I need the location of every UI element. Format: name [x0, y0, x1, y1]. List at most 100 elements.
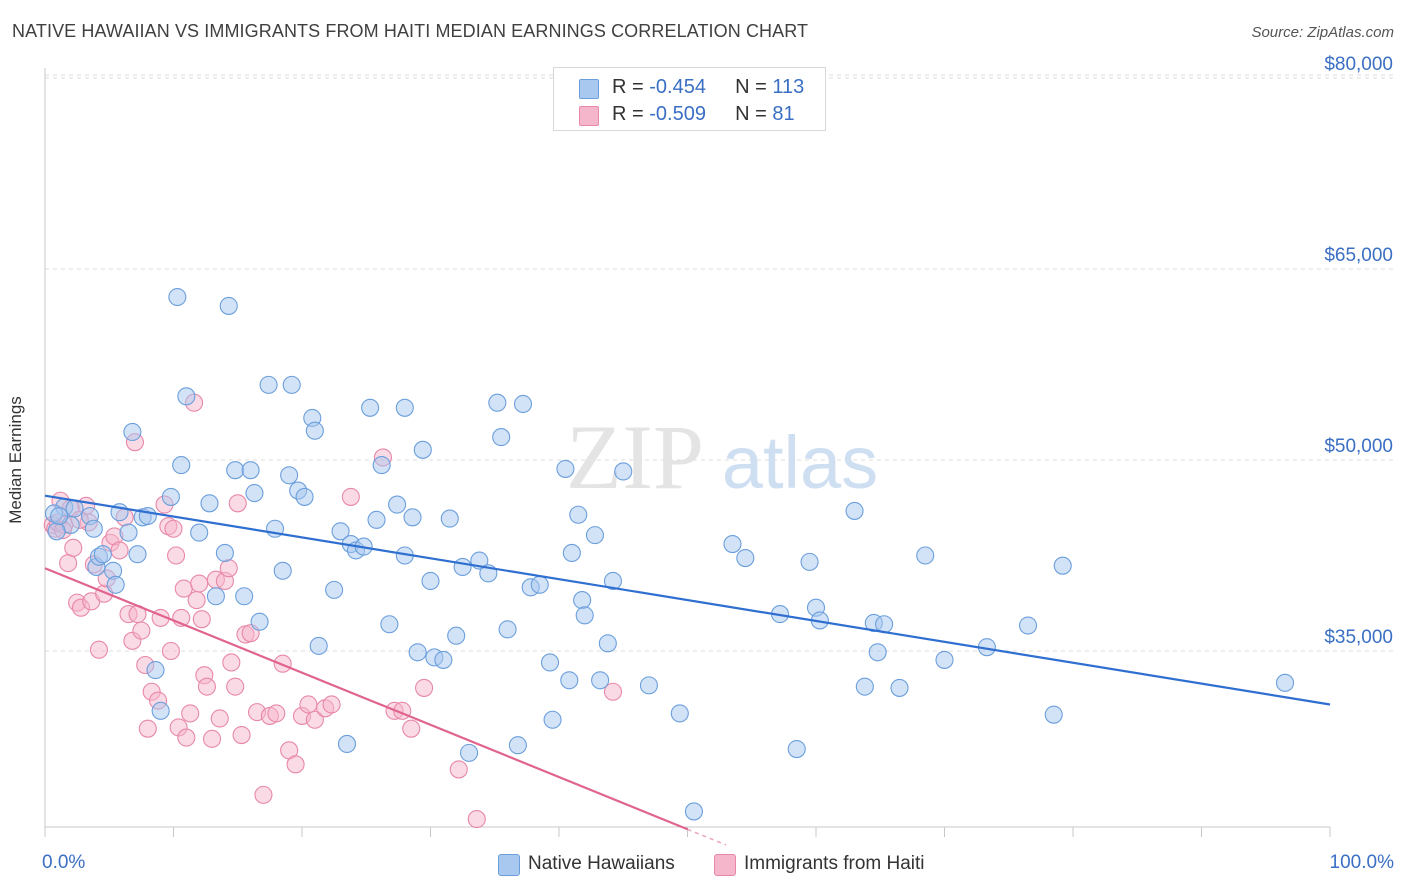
trend-line-haiti	[44, 567, 688, 831]
point-native-hawaiian	[172, 456, 191, 475]
point-native-hawaiian	[800, 552, 819, 571]
point-native-hawaiian	[1018, 616, 1038, 635]
point-native-hawaiian	[235, 587, 254, 606]
point-native-hawaiian	[591, 671, 610, 690]
legend-swatch-blue	[579, 79, 599, 99]
point-native-hawaiian	[250, 612, 269, 631]
point-native-hawaiian	[787, 739, 806, 759]
point-haiti	[228, 494, 247, 513]
gridlines	[45, 74, 1395, 652]
point-native-hawaiian	[259, 375, 278, 394]
point-haiti	[305, 710, 324, 729]
point-native-hawaiian	[513, 394, 533, 414]
point-haiti	[177, 728, 196, 747]
point-native-hawaiian	[508, 736, 527, 755]
series-haiti-points	[43, 393, 623, 829]
point-native-hawaiian	[395, 398, 414, 417]
point-native-hawaiian	[367, 510, 386, 529]
point-native-hawaiian	[190, 523, 209, 542]
point-native-hawaiian	[331, 522, 350, 541]
point-native-hawaiian	[309, 636, 328, 655]
point-native-hawaiian	[447, 626, 466, 645]
point-native-hawaiian	[408, 643, 427, 662]
y-tick-labels: $35,000 $50,000 $65,000 $80,000	[1324, 54, 1393, 648]
point-native-hawaiian	[146, 661, 165, 680]
point-native-hawaiian	[241, 461, 260, 480]
trend-line-haiti-extension	[687, 828, 727, 846]
point-native-hawaiian	[845, 501, 864, 520]
legend-row-native-hawaiians: R = -0.454 N = 113	[554, 73, 825, 101]
point-native-hawaiian	[540, 653, 560, 672]
point-native-hawaiian	[200, 494, 219, 513]
point-native-hawaiian	[305, 421, 324, 440]
point-haiti	[164, 519, 183, 538]
point-haiti	[286, 755, 305, 774]
point-haiti	[161, 641, 180, 661]
point-haiti	[219, 559, 238, 578]
point-native-hawaiian	[434, 650, 453, 669]
point-haiti	[603, 682, 623, 701]
point-native-hawaiian	[670, 704, 689, 723]
point-haiti	[322, 695, 341, 714]
point-native-hawaiian	[226, 461, 245, 480]
point-native-hawaiian	[106, 575, 125, 594]
point-native-hawaiian	[421, 571, 440, 591]
point-native-hawaiian	[684, 802, 703, 821]
watermark-zip: ZIP	[566, 406, 704, 508]
point-native-hawaiian	[325, 580, 344, 599]
point-haiti	[187, 591, 206, 610]
point-native-hawaiian	[488, 393, 507, 412]
point-native-hawaiian	[569, 505, 588, 524]
legend-row-haiti: R = -0.509 N = 81	[554, 100, 825, 128]
point-native-hawaiian	[575, 606, 594, 625]
point-haiti	[59, 554, 78, 573]
legend-swatch-pink	[579, 106, 599, 126]
point-native-hawaiian	[639, 676, 659, 695]
y-tick-label: $50,000	[1324, 436, 1393, 457]
legend-n-label: N =	[735, 103, 773, 125]
y-tick-label: $80,000	[1324, 54, 1393, 75]
point-native-hawaiian	[177, 387, 196, 406]
point-native-hawaiian	[361, 398, 380, 417]
point-haiti	[341, 487, 360, 506]
y-tick-label: $35,000	[1324, 627, 1393, 648]
legend-r-value: -0.454	[649, 76, 706, 98]
point-haiti	[254, 785, 273, 804]
point-haiti	[197, 677, 216, 696]
point-native-hawaiian	[614, 462, 633, 481]
point-native-hawaiian	[723, 534, 742, 554]
series-native-hawaiian-points	[44, 287, 1295, 821]
point-native-hawaiian	[403, 508, 422, 527]
point-native-hawaiian	[598, 634, 617, 653]
point-native-hawaiian	[453, 557, 472, 577]
point-native-hawaiian	[273, 561, 292, 580]
point-native-hawaiian	[603, 571, 623, 591]
x-tick-label-max: 100.0%	[1329, 852, 1394, 873]
legend-label: Immigrants from Haiti	[744, 853, 925, 874]
point-native-hawaiian	[151, 701, 170, 720]
point-native-hawaiian	[50, 506, 69, 526]
point-native-hawaiian	[372, 456, 391, 475]
point-native-hawaiian	[585, 526, 605, 545]
x-tick-label-min: 0.0%	[42, 852, 86, 873]
point-native-hawaiian	[543, 710, 562, 729]
point-native-hawaiian	[280, 466, 299, 485]
point-native-hawaiian	[337, 734, 357, 754]
point-native-hawaiian	[388, 495, 407, 514]
legend-r-value: -0.509	[649, 103, 706, 125]
correlation-legend: R = -0.454 N = 113 R = -0.509 N = 81	[553, 67, 826, 131]
point-native-hawaiian	[855, 677, 874, 696]
point-native-hawaiian	[560, 671, 579, 690]
point-native-hawaiian	[295, 487, 314, 506]
point-native-hawaiian	[736, 548, 755, 568]
point-native-hawaiian	[562, 543, 581, 563]
point-native-hawaiian	[215, 543, 234, 563]
point-native-hawaiian	[498, 620, 517, 639]
point-haiti	[402, 719, 421, 738]
point-haiti	[192, 610, 211, 629]
point-native-hawaiian	[1275, 673, 1295, 692]
point-native-hawaiian	[573, 591, 592, 610]
legend-label: Native Hawaiians	[528, 853, 675, 874]
point-native-hawaiian	[119, 523, 138, 542]
point-haiti	[89, 640, 109, 659]
